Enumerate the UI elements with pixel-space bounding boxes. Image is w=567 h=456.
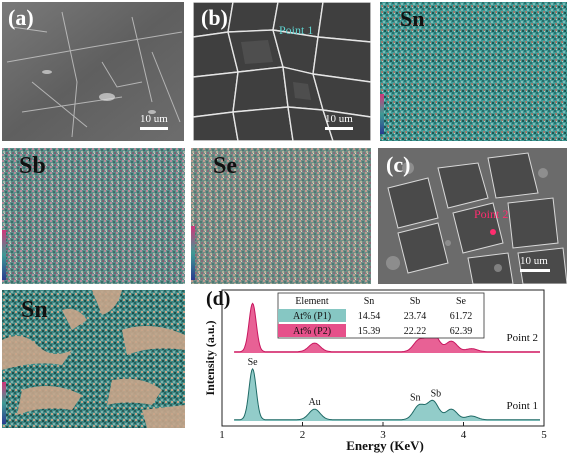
point-2-marker [490, 229, 496, 235]
series-label-point-2: Point 2 [507, 332, 538, 344]
composition-table: Element Sn Sb Se At% (P1) 14.54 23.74 61.72 At% … [277, 292, 485, 339]
sn-map-bottom-pixels [2, 290, 185, 428]
sb-colorbar [2, 230, 6, 280]
panel-c-sem-image: (c) Point 2 10 um [378, 148, 567, 284]
peak-label-au: Au [308, 397, 320, 408]
panel-a-sem-image: (a) 10 um [2, 2, 184, 141]
panel-a-scale-bar: 10 um [140, 114, 168, 130]
x-tick-label: 3 [380, 429, 386, 441]
peak-label-sb: Sb [431, 388, 442, 399]
panel-sn-top-label: Sn [400, 6, 425, 31]
sn-map-top-pixels [380, 2, 567, 141]
series-layer [234, 302, 540, 421]
y-axis-label: Intensity (a.u.) [203, 320, 217, 395]
x-ticks: 1 2 3 4 5 [219, 422, 547, 441]
panel-b-sem-image: (b) Point 1 10 um [193, 2, 371, 141]
peak-label-se: Se [248, 357, 259, 368]
sn-top-colorbar [380, 94, 384, 134]
peak-label-sn: Sn [410, 393, 421, 404]
x-tick-label: 4 [461, 429, 467, 441]
panel-c-point-label: Point 2 [474, 207, 509, 221]
panel-c-label: (c) [386, 152, 411, 177]
table-row-label-fill [278, 309, 346, 322]
table-cell: 23.74 [404, 311, 427, 322]
x-tick-label: 2 [300, 429, 306, 441]
table-cell: 22.22 [404, 326, 427, 337]
panel-sn-bottom-label: Sn [21, 297, 48, 323]
table-header-cell: Se [456, 296, 467, 307]
panel-sn-map-top: Sn [380, 2, 567, 141]
panel-b-point-label: Point 1 [279, 23, 314, 37]
panel-sb-map: Sb [2, 148, 185, 284]
x-tick-label: 5 [541, 429, 547, 441]
x-axis-label: Energy (KeV) [346, 438, 424, 453]
series-line-point-1 [234, 367, 540, 421]
panel-d-label: (d) [206, 288, 230, 310]
table-cell: At% (P2) [293, 326, 331, 337]
panel-b-scale-text: 10 um [325, 113, 353, 125]
se-colorbar [191, 226, 195, 280]
series-labels: Point 2 Point 1 [507, 332, 538, 412]
table-header-cell: Element [295, 296, 329, 307]
series-label-point-1: Point 1 [507, 400, 538, 412]
panel-sb-label: Sb [19, 153, 46, 179]
panel-se-map: Se [191, 148, 371, 284]
panel-a-label: (a) [8, 5, 34, 30]
panel-a-scale-text: 10 um [140, 113, 168, 125]
sem-surface-a [2, 2, 184, 141]
sem-grains-b [193, 2, 371, 141]
panel-c-scale-text: 10 um [520, 255, 548, 267]
peak-labels: Se Au Sn Sb [248, 357, 442, 408]
se-map-pixels [191, 148, 371, 284]
panel-b-label: (b) [201, 5, 228, 30]
table-cell: 61.72 [450, 311, 473, 322]
x-tick-label: 1 [219, 429, 225, 441]
sb-map-pixels [2, 148, 185, 284]
sem-grains-c [378, 148, 567, 284]
panel-b-scale-bar: 10 um [325, 114, 353, 130]
table-cell: At% (P1) [293, 311, 331, 322]
table-cell: 14.54 [358, 311, 381, 322]
table-cell: 62.39 [450, 326, 473, 337]
table-row-label-fill [278, 324, 346, 337]
panel-se-label: Se [213, 153, 237, 179]
series-line-point-2 [234, 302, 540, 353]
table-header-cell: Sn [364, 296, 375, 307]
panel-sn-map-bottom: Sn [2, 290, 185, 428]
table-cell: 15.39 [358, 326, 381, 337]
series-area-point-1 [234, 368, 540, 421]
table-header-cell: Sb [410, 296, 421, 307]
eds-spectrum-chart: (d) 1 2 3 4 5 Se Au Sn Sb Point 2 Point 1 Elemen… [203, 288, 547, 453]
panel-c-scale-bar: 10 um [520, 256, 550, 272]
sn-bottom-colorbar [2, 382, 6, 424]
